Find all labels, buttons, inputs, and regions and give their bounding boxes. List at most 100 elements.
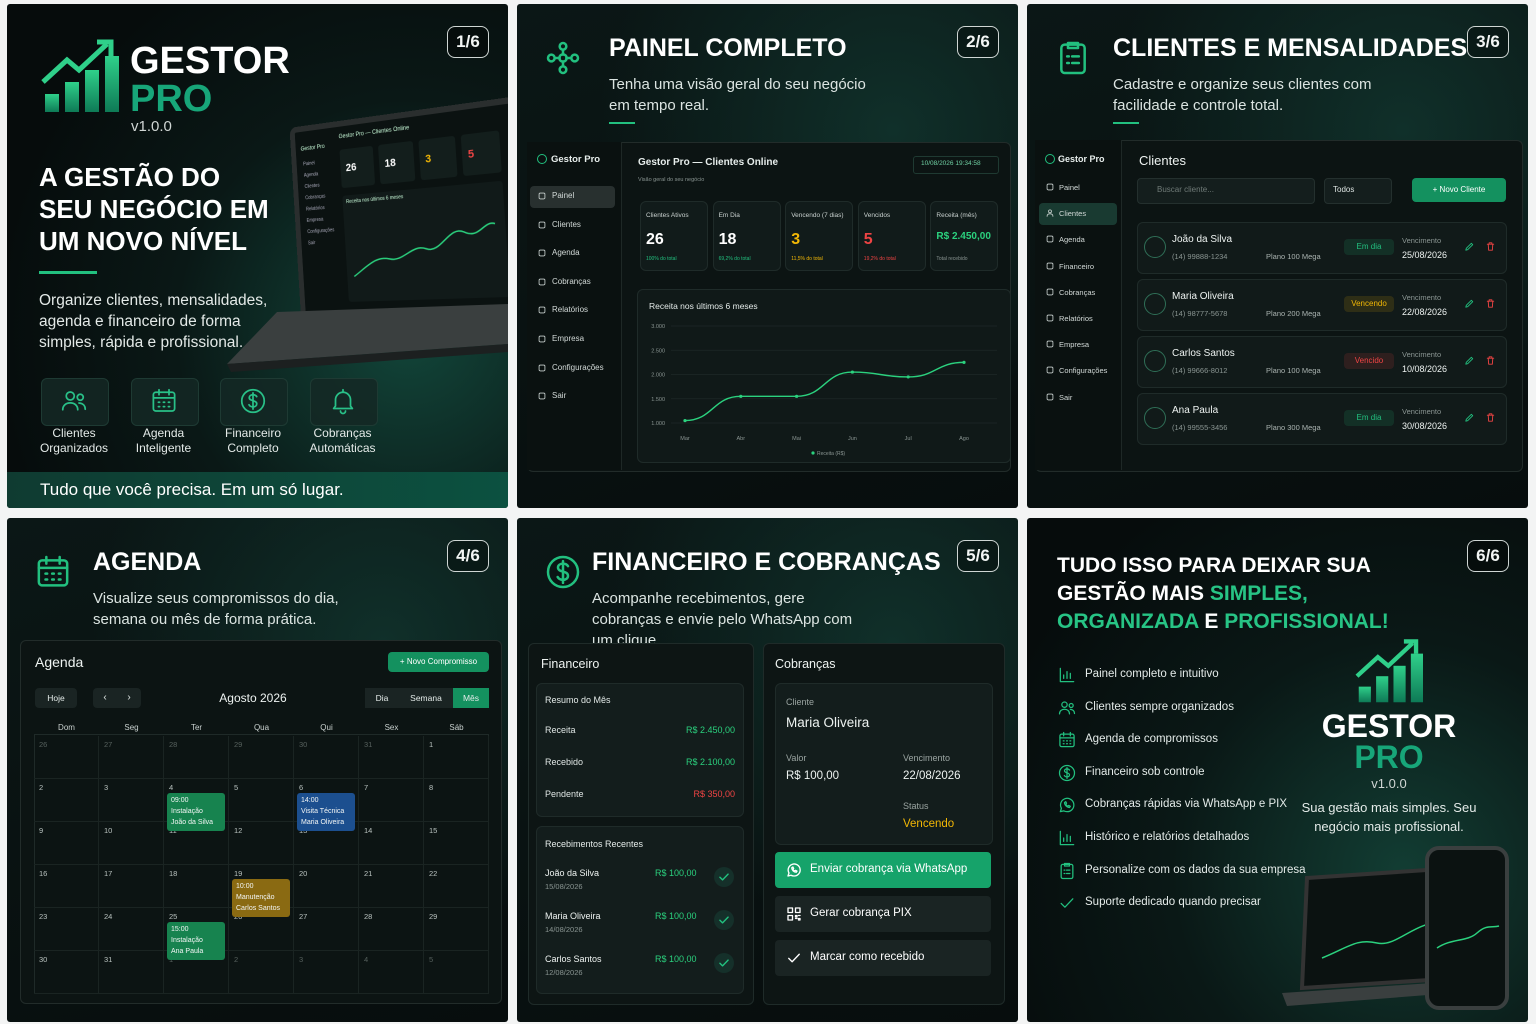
- icon[interactable]: [1485, 298, 1496, 309]
- laptop-stat: 3: [424, 152, 432, 166]
- chart-card: [637, 289, 1011, 463]
- avatar: [1144, 293, 1166, 315]
- decor: [538, 307, 546, 314]
- brand-name: GESTOR: [130, 40, 290, 82]
- decor: [1068, 702, 1074, 708]
- today-button[interactable]: Hoje: [35, 688, 77, 708]
- icon: [538, 307, 546, 314]
- day-cell: [164, 822, 229, 865]
- decor: [1059, 830, 1075, 846]
- slide-title: PAINEL COMPLETO: [609, 34, 847, 62]
- day-number: 16: [39, 869, 48, 878]
- search-placeholder: Buscar cliente...: [1157, 185, 1214, 194]
- new-event-button[interactable]: + Novo Compromisso: [388, 652, 489, 672]
- client-plan: Plano 100 Mega: [1266, 366, 1321, 375]
- day-number: 3: [299, 955, 304, 964]
- x-tick-label: Mar: [680, 436, 690, 442]
- client-phone: (14) 99666-8012: [1172, 366, 1228, 375]
- laptop-stat: 5: [467, 147, 475, 162]
- icon[interactable]: [1464, 355, 1475, 366]
- action-button[interactable]: [775, 940, 991, 976]
- decor: [538, 335, 546, 343]
- stat-note: Total recebido: [936, 256, 968, 262]
- icon[interactable]: [1464, 412, 1475, 423]
- stat-label: Receita (mês): [936, 212, 977, 219]
- y-tick-label: 1.000: [651, 421, 665, 427]
- day-number: 24: [104, 912, 113, 921]
- client-name: Ana Paula: [1172, 405, 1219, 416]
- icon[interactable]: [1485, 241, 1496, 252]
- event-person: Ana Paula: [171, 948, 204, 955]
- check-badge: [714, 867, 734, 887]
- view-toggle[interactable]: Dia: [365, 688, 399, 708]
- icon: [546, 555, 580, 589]
- series-line: [684, 361, 965, 422]
- feature-item: Clientes sempre organizados: [1085, 700, 1234, 713]
- day-number: 22: [429, 869, 438, 878]
- icon: [538, 364, 546, 371]
- decor: [787, 863, 801, 877]
- day-number: 10: [104, 826, 113, 835]
- sidebar: [1035, 140, 1122, 470]
- icon[interactable]: [1464, 241, 1475, 252]
- day-number: 20: [299, 869, 308, 878]
- icon[interactable]: [1485, 412, 1496, 423]
- feature-tile: [41, 378, 109, 426]
- summary-label: Recebido: [545, 757, 584, 767]
- view-toggle[interactable]: Semana: [399, 688, 453, 708]
- decor: [556, 559, 570, 585]
- decor: [1403, 639, 1419, 654]
- view-toggle[interactable]: Mês: [453, 688, 489, 708]
- legend-label: Receita (R$): [817, 451, 845, 457]
- action-button[interactable]: [775, 896, 991, 932]
- laptop-menu-item: Painel: [303, 160, 315, 168]
- weekday: Sex: [384, 723, 399, 732]
- decor: [97, 39, 114, 56]
- icon: [1060, 41, 1086, 75]
- decor: [1355, 641, 1415, 678]
- event[interactable]: 10:00 Manutenção Carlos Santos: [232, 879, 290, 917]
- event[interactable]: 14:00 Visita Técnica Maria Oliveira: [297, 793, 355, 831]
- day-number: 30: [299, 740, 308, 749]
- decor: [1063, 801, 1071, 809]
- app-brand: Gestor Pro: [551, 154, 601, 165]
- icon[interactable]: [1485, 355, 1496, 366]
- x-tick-label: Mai: [792, 436, 801, 442]
- icon[interactable]: [1464, 298, 1475, 309]
- new-client-button[interactable]: + Novo Cliente: [1412, 178, 1506, 202]
- decor: [538, 278, 546, 286]
- weekday: Seg: [124, 723, 139, 732]
- slide: CLIENTES E MENSALIDADES Cadastre e organi…: [1027, 4, 1528, 508]
- client-plan: Plano 300 Mega: [1266, 423, 1321, 432]
- feature-label: Financeiro Completo: [224, 426, 282, 455]
- day-number: 27: [299, 912, 308, 921]
- recent-value: R$ 100,00: [655, 954, 697, 964]
- y-tick-label: 1.500: [651, 397, 665, 403]
- stat-card: [640, 201, 708, 271]
- decor: [1046, 314, 1054, 322]
- stat-label: Vencendo (7 dias): [791, 212, 844, 219]
- day-cell: [229, 908, 294, 951]
- event[interactable]: 09:00 Instalação João da Silva: [167, 793, 225, 831]
- event-time: 14:00: [301, 797, 319, 804]
- status-pill: Vencendo: [1344, 296, 1394, 312]
- action-button[interactable]: [775, 852, 991, 888]
- check-badge: [714, 910, 734, 930]
- menu-item: Relatórios: [1059, 314, 1093, 323]
- recent-name: João da Silva: [545, 868, 600, 878]
- box-title: Resumo do Mês: [545, 695, 611, 705]
- summary-value: R$ 2.100,00: [685, 757, 735, 767]
- event[interactable]: 15:00 Instalação Ana Paula: [167, 922, 225, 960]
- decor: [65, 391, 76, 401]
- day-number: 2: [234, 955, 239, 964]
- filter-select[interactable]: [1324, 178, 1392, 204]
- headline-part: E: [1198, 610, 1225, 633]
- decor: [794, 914, 801, 921]
- client-name: Maria Oliveira: [786, 715, 870, 730]
- menu-item: Empresa: [1059, 340, 1090, 350]
- feature-label: Cobranças Automáticas: [309, 426, 376, 455]
- brand-name: PRO: [1354, 739, 1424, 775]
- slide-subtitle: Acompanhe recebimentos, gere cobranças e…: [592, 590, 853, 649]
- stat-note: 11,5% do total: [791, 256, 823, 262]
- day-cell: [424, 736, 489, 779]
